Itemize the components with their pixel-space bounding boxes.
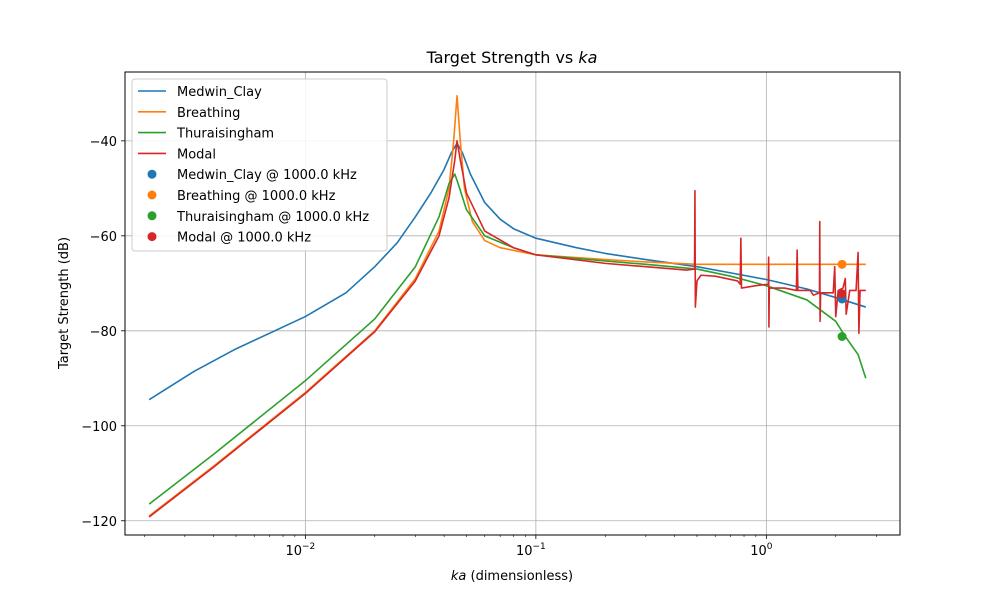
- legend-marker-swatch: [147, 232, 157, 242]
- chart-title: Target Strength vs ka: [426, 48, 598, 67]
- plot-frame: [124, 71, 901, 536]
- x-tick-label: 100: [750, 542, 773, 559]
- y-tick-label: −80: [90, 325, 117, 340]
- y-tick-label: −40: [90, 135, 117, 150]
- legend-marker-swatch: [147, 169, 157, 179]
- legend-label: Modal: [177, 147, 216, 162]
- legend-marker-swatch: [147, 190, 157, 200]
- legend: Medwin_Clay Breathing Thuraisingham Modal Me…: [131, 78, 388, 252]
- x-axis-label: ka (dimensionless): [451, 569, 573, 584]
- marker-point-1: [837, 259, 847, 269]
- marker-point-2: [837, 332, 847, 342]
- x-axis-label-italic: ka: [451, 569, 467, 584]
- marker-point-3: [837, 289, 847, 299]
- series-layer: [148, 94, 867, 518]
- legend-box: [131, 78, 388, 252]
- legend-label: Modal @ 1000.0 kHz: [177, 231, 311, 246]
- y-tick-label: −60: [90, 230, 117, 245]
- chart-title-italic: ka: [578, 48, 597, 67]
- legend-label: Medwin_Clay: [177, 85, 262, 100]
- legend-label: Medwin_Clay @ 1000.0 kHz: [177, 168, 357, 183]
- legend-label: Thuraisingham: [176, 127, 274, 142]
- legend-label: Breathing: [177, 106, 240, 121]
- series-line-modal: [148, 140, 866, 518]
- ticks: 10−2 10−1 100 −40 −60 −80 −100 −120: [81, 135, 877, 559]
- y-axis-label: Target Strength (dB): [57, 237, 72, 370]
- x-tick-label: 10−2: [285, 542, 315, 559]
- y-tick-label: −120: [81, 515, 117, 530]
- marker-layer: [837, 259, 847, 342]
- y-tick-label: −100: [81, 420, 117, 435]
- legend-label: Breathing @ 1000.0 kHz: [177, 189, 336, 204]
- legend-marker-swatch: [147, 211, 157, 221]
- x-tick-label: 10−1: [516, 542, 546, 559]
- series-line-medwin-clay: [148, 142, 867, 401]
- legend-label: Thuraisingham @ 1000.0 kHz: [176, 210, 369, 225]
- x-axis-label-rest: (dimensionless): [466, 569, 573, 584]
- chart-title-text: Target Strength vs: [426, 48, 579, 67]
